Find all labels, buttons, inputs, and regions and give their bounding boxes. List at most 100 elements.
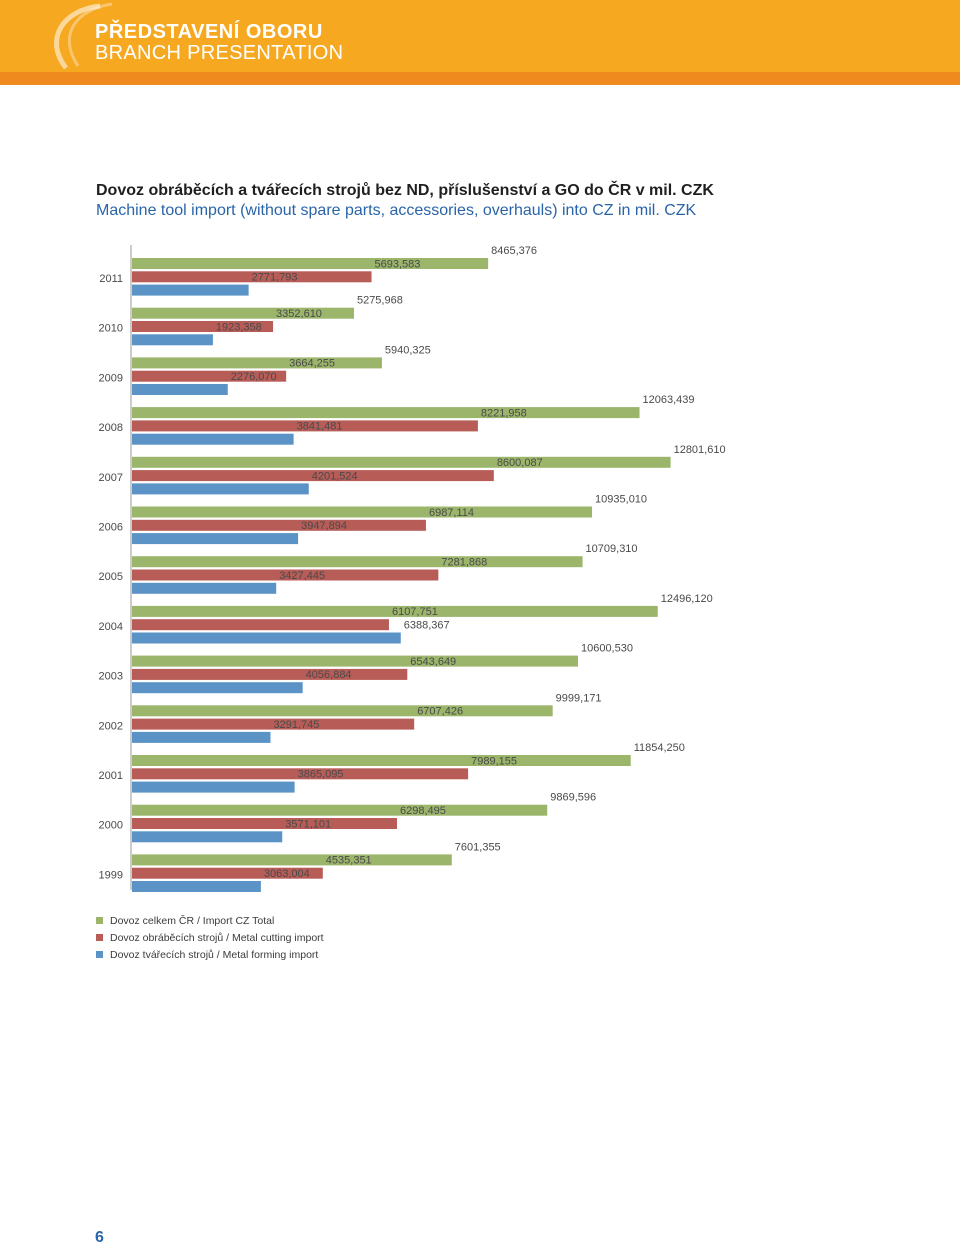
- y-tick-label-2007: 2007: [99, 472, 123, 484]
- bar-2000-series-1: [132, 804, 548, 816]
- legend-label-3: Dovoz tvářecích strojů / Metal forming i…: [110, 949, 319, 961]
- data-label-2001-series-3: 3865,095: [298, 769, 344, 781]
- header-title-cz: PŘEDSTAVENÍ OBORU: [95, 21, 323, 43]
- data-label-2004-series-2: 6107,751: [392, 606, 438, 618]
- bar-2003-series-1: [132, 655, 578, 667]
- y-tick-label-2000: 2000: [99, 820, 123, 832]
- data-label-2007-series-2: 8600,087: [497, 457, 543, 469]
- legend-label-1: Dovoz celkem ČR / Import CZ Total: [110, 915, 275, 927]
- bar-2008-series-2: [132, 420, 478, 432]
- data-label-2000-series-1: 9869,596: [550, 792, 596, 804]
- data-label-2007-series-3: 4201,524: [312, 470, 358, 482]
- data-label-2004-series-1: 12496,120: [661, 593, 713, 605]
- data-label-2006-series-2: 6987,114: [429, 507, 474, 519]
- data-label-1999-series-1: 7601,355: [455, 841, 501, 853]
- chart-title: Dovoz obráběcích a tvářecích strojů bez …: [96, 182, 714, 199]
- bar-2002-series-1: [132, 705, 553, 717]
- data-label-2004-series-3: 6388,367: [404, 620, 450, 632]
- bar-2002-series-3: [132, 731, 271, 743]
- data-label-2006-series-3: 3947,894: [301, 520, 347, 532]
- bar-2007-series-3: [132, 483, 309, 495]
- data-label-2002-series-3: 3291,745: [273, 719, 319, 731]
- y-tick-label-2009: 2009: [99, 372, 123, 384]
- bar-2007-series-2: [132, 470, 494, 482]
- bar-2005-series-3: [132, 582, 277, 594]
- bar-1999-series-3: [132, 881, 261, 892]
- bar-2000-series-2: [132, 818, 397, 829]
- data-label-2005-series-1: 10709,310: [586, 543, 638, 555]
- bar-2001-series-2: [132, 768, 469, 780]
- data-label-2007-series-1: 12801,610: [674, 444, 726, 456]
- bar-2003-series-2: [132, 668, 408, 680]
- page-number: 6: [95, 1229, 104, 1246]
- data-label-2010-series-3: 1923,358: [216, 321, 262, 333]
- bar-1999-series-2: [132, 867, 323, 879]
- y-tick-label-2004: 2004: [99, 621, 123, 633]
- bar-2008-series-3: [132, 433, 294, 445]
- data-label-2008-series-1: 12063,439: [643, 394, 695, 406]
- y-tick-label-2010: 2010: [99, 323, 123, 335]
- data-label-2011-series-2: 5693,583: [375, 258, 421, 270]
- bar-2004-series-3: [132, 632, 401, 644]
- y-tick-label-2002: 2002: [99, 720, 123, 732]
- data-label-2009-series-2: 3664,255: [289, 358, 335, 370]
- chart-subtitle: Machine tool import (without spare parts…: [96, 202, 697, 219]
- data-label-2009-series-1: 5940,325: [385, 344, 431, 356]
- bar-2009-series-3: [132, 384, 228, 395]
- bar-2006-series-2: [132, 519, 426, 531]
- data-label-2011-series-3: 2771,793: [252, 272, 298, 284]
- bar-2010-series-1: [132, 307, 354, 319]
- data-label-2003-series-1: 10600,530: [581, 643, 633, 655]
- y-tick-label-2001: 2001: [99, 770, 123, 782]
- bar-2005-series-1: [132, 556, 583, 568]
- data-label-2003-series-2: 6543,649: [410, 656, 456, 668]
- data-label-2001-series-2: 7989,155: [471, 755, 517, 767]
- y-tick-label-2011: 2011: [99, 273, 123, 285]
- bar-2001-series-3: [132, 781, 295, 793]
- data-label-2000-series-3: 3571,101: [285, 818, 331, 830]
- header-title-en: BRANCH PRESENTATION: [95, 42, 344, 64]
- data-label-2011-series-1: 8465,376: [491, 245, 537, 257]
- bar-2011-series-2: [132, 271, 372, 283]
- bar-2004-series-1: [132, 605, 658, 617]
- bar-chart: 2011 8465,376 5693,583 2771,793 2010 5275,968…: [99, 245, 726, 892]
- bar-2007-series-1: [132, 456, 671, 468]
- bar-2010-series-2: [132, 321, 274, 332]
- bar-2004-series-2: [132, 619, 389, 631]
- data-label-2003-series-3: 4056,884: [306, 669, 352, 681]
- bar-2011-series-1: [132, 258, 489, 269]
- bar-2009-series-1: [132, 357, 382, 369]
- legend-swatch-1: [96, 917, 103, 924]
- legend-swatch-3: [96, 951, 103, 958]
- data-label-2002-series-1: 9999,171: [556, 692, 602, 704]
- bar-2006-series-3: [132, 533, 299, 545]
- data-label-2008-series-3: 3841,481: [297, 421, 343, 433]
- bar-2008-series-1: [132, 407, 640, 419]
- data-label-2006-series-1: 10935,010: [595, 494, 647, 506]
- bar-2003-series-3: [132, 682, 303, 694]
- bar-2001-series-1: [132, 755, 631, 766]
- bar-2002-series-2: [132, 718, 415, 730]
- data-label-2010-series-1: 5275,968: [357, 295, 403, 307]
- data-label-2010-series-2: 3352,610: [276, 308, 322, 320]
- data-label-1999-series-2: 4535,351: [326, 855, 372, 867]
- data-label-2009-series-3: 2276,070: [231, 371, 277, 383]
- bar-2011-series-3: [132, 284, 249, 296]
- data-label-2005-series-3: 3427,445: [279, 570, 325, 582]
- data-label-2000-series-2: 6298,495: [400, 805, 446, 817]
- legend-swatch-2: [96, 934, 103, 941]
- bar-2009-series-2: [132, 370, 287, 382]
- data-label-1999-series-3: 3063,004: [264, 868, 310, 880]
- header-band: [0, 0, 960, 72]
- data-label-2008-series-2: 8221,958: [481, 407, 527, 419]
- header-strip: [0, 72, 960, 85]
- bar-2006-series-1: [132, 506, 593, 518]
- data-label-2001-series-1: 11854,250: [634, 742, 685, 754]
- bar-2000-series-3: [132, 831, 283, 843]
- y-tick-label-2006: 2006: [99, 521, 123, 533]
- legend-label-2: Dovoz obráběcích strojů / Metal cutting …: [110, 932, 324, 944]
- bar-2005-series-2: [132, 569, 439, 581]
- data-label-2005-series-2: 7281,868: [441, 557, 487, 569]
- y-tick-label-2005: 2005: [99, 571, 123, 583]
- y-tick-label-2008: 2008: [99, 422, 123, 434]
